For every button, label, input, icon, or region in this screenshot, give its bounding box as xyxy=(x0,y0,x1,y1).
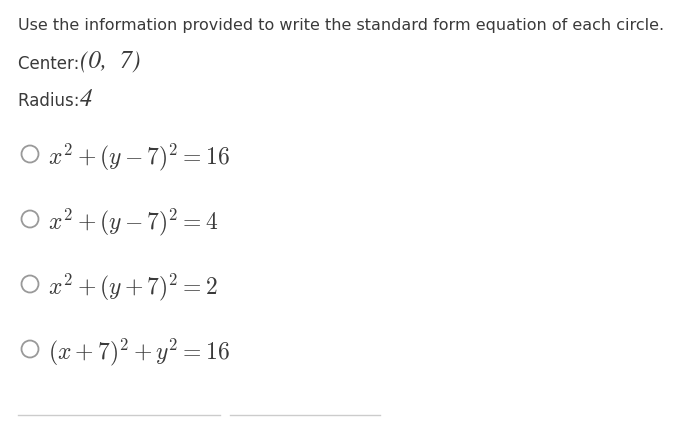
Text: (0,  7): (0, 7) xyxy=(80,50,140,72)
Text: $x^2 + (y + 7)^2 = 2$: $x^2 + (y + 7)^2 = 2$ xyxy=(49,272,218,303)
Text: Center:: Center: xyxy=(18,55,84,73)
Text: $x^2 + (y - 7)^2 = 4$: $x^2 + (y - 7)^2 = 4$ xyxy=(49,207,219,238)
Text: Use the information provided to write the standard form equation of each circle.: Use the information provided to write th… xyxy=(18,18,664,33)
Text: $(x + 7)^2 + y^2 = 16$: $(x + 7)^2 + y^2 = 16$ xyxy=(49,337,230,368)
Text: $x^2 + (y - 7)^2 = 16$: $x^2 + (y - 7)^2 = 16$ xyxy=(49,142,230,173)
Text: Radius:: Radius: xyxy=(18,92,85,110)
Text: 4: 4 xyxy=(80,89,92,111)
